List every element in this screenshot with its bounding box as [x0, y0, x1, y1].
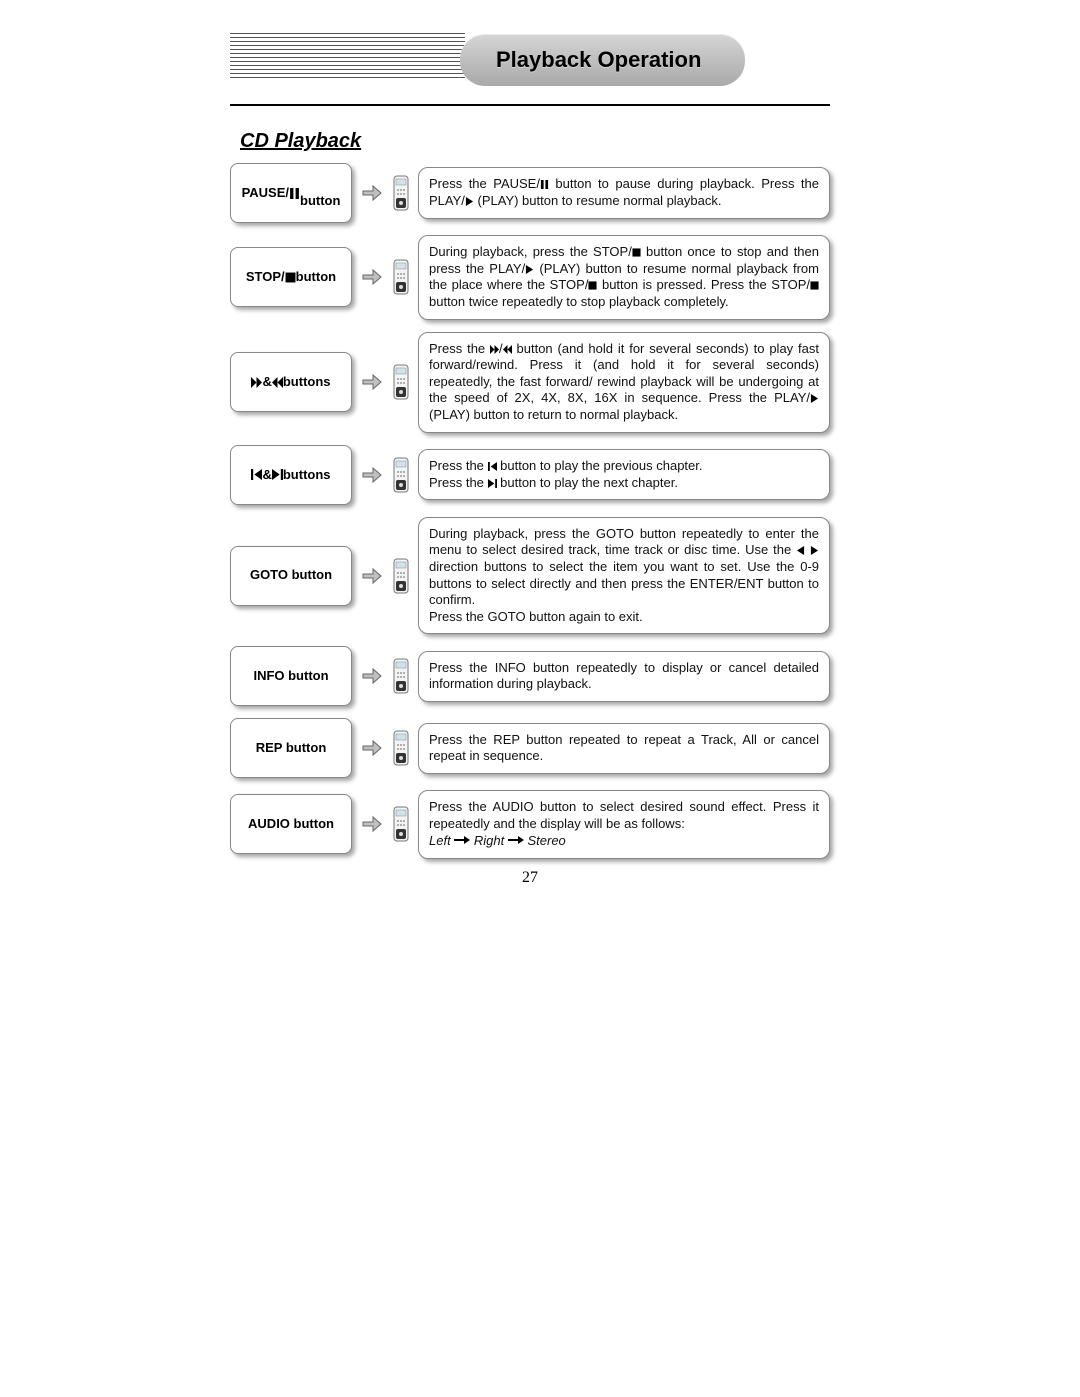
description-goto: During playback, press the GOTO button r…: [418, 517, 830, 635]
instruction-row-rep: REP button Press the REP button repeated …: [230, 718, 830, 778]
arrow-right-icon: [360, 812, 384, 836]
right-icon: [810, 546, 819, 555]
remote-icon: [392, 558, 410, 594]
rwnd-icon: [272, 377, 283, 388]
remote-icon: [392, 364, 410, 400]
description-rep: Press the REP button repeated to repeat …: [418, 723, 830, 774]
description-skip: Press the button to play the previous ch…: [418, 449, 830, 500]
button-label-pause: PAUSE/button: [230, 163, 352, 223]
next-icon: [272, 469, 283, 480]
button-label-ffrw: & buttons: [230, 352, 352, 412]
description-info: Press the INFO button repeatedly to disp…: [418, 651, 830, 702]
remote-icon: [392, 175, 410, 211]
stop-icon: [588, 281, 597, 290]
pause-icon: [540, 180, 549, 189]
page-number: 27: [230, 869, 830, 887]
instruction-row-skip: & buttons Press the button to play the pr…: [230, 445, 830, 505]
arrow-right-icon: [360, 564, 384, 588]
button-label-rep: REP button: [230, 718, 352, 778]
arrow-right-icon: [360, 463, 384, 487]
instruction-rows: PAUSE/button Press the PAUSE/ button to p…: [230, 163, 830, 859]
description-audio: Press the AUDIO button to select desired…: [418, 790, 830, 858]
page-header: Playback Operation: [230, 30, 830, 90]
arrow-right-icon: [360, 181, 384, 205]
header-title: Playback Operation: [496, 47, 701, 73]
section-title: CD Playback: [240, 130, 830, 153]
play-icon: [525, 265, 534, 274]
description-pause: Press the PAUSE/ button to pause during …: [418, 167, 830, 218]
remote-icon: [392, 806, 410, 842]
arrow-right-icon: [360, 664, 384, 688]
instruction-row-stop: STOP/ button During playback, press the S…: [230, 235, 830, 320]
header-decor-lines: [230, 33, 465, 81]
button-label-skip: & buttons: [230, 445, 352, 505]
description-ffrw: Press the / button (and hold it for seve…: [418, 332, 830, 433]
left-icon: [796, 546, 805, 555]
stop-icon: [810, 281, 819, 290]
button-label-info: INFO button: [230, 646, 352, 706]
seq-arrow-icon: [454, 833, 470, 850]
instruction-row-audio: AUDIO button Press the AUDIO button to se…: [230, 790, 830, 858]
header-title-tab: Playback Operation: [460, 34, 745, 86]
remote-icon: [392, 457, 410, 493]
next-icon: [488, 479, 497, 488]
play-icon: [465, 197, 474, 206]
instruction-row-ffrw: & buttons Press the / button (and hold it…: [230, 332, 830, 433]
arrow-right-icon: [360, 265, 384, 289]
ffwd-icon: [490, 345, 499, 354]
remote-icon: [392, 658, 410, 694]
seq-arrow-icon: [508, 833, 524, 850]
play-icon: [810, 394, 819, 403]
rwnd-icon: [503, 345, 512, 354]
arrow-right-icon: [360, 370, 384, 394]
button-label-stop: STOP/ button: [230, 247, 352, 307]
remote-icon: [392, 259, 410, 295]
arrow-right-icon: [360, 736, 384, 760]
instruction-row-pause: PAUSE/button Press the PAUSE/ button to p…: [230, 163, 830, 223]
prev-icon: [488, 462, 497, 471]
description-stop: During playback, press the STOP/ button …: [418, 235, 830, 320]
header-rule: [230, 104, 830, 106]
remote-icon: [392, 730, 410, 766]
ffwd-icon: [251, 377, 262, 388]
audio-sequence: Left Right Stereo: [429, 833, 566, 848]
manual-page: Playback Operation CD Playback PAUSE/but…: [230, 30, 830, 887]
button-label-goto: GOTO button: [230, 546, 352, 606]
stop-icon: [632, 248, 641, 257]
button-label-audio: AUDIO button: [230, 794, 352, 854]
prev-icon: [251, 469, 262, 480]
instruction-row-goto: GOTO button During playback, press the GO…: [230, 517, 830, 635]
instruction-row-info: INFO button Press the INFO button repeate…: [230, 646, 830, 706]
stop-icon: [285, 272, 296, 283]
pause-icon: [289, 188, 300, 199]
